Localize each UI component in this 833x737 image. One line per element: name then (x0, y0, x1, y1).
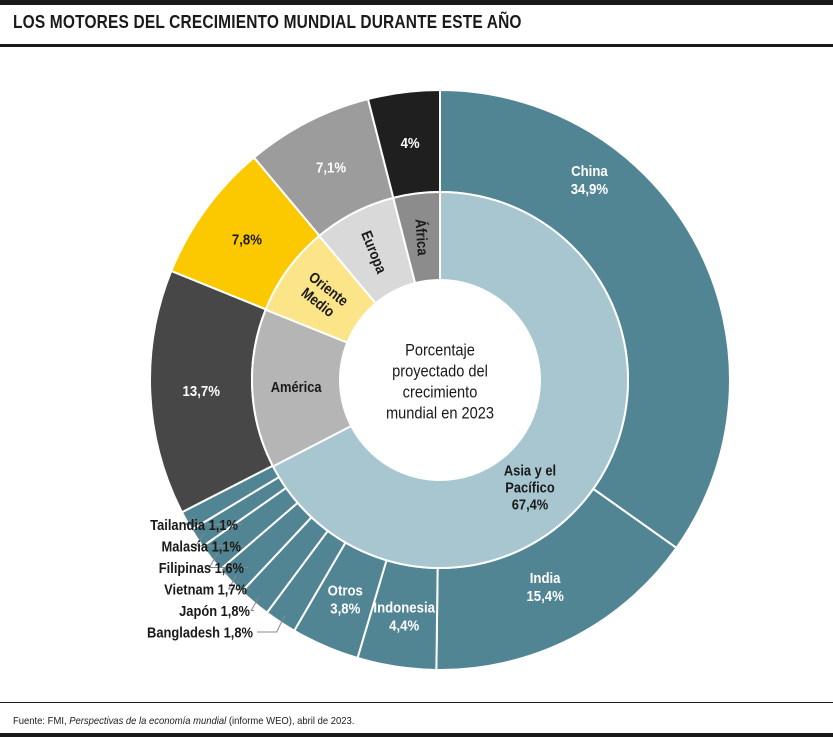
center-label-line-2: proyectado del (392, 362, 488, 380)
outer-label-indonesia-line-1: Indonesia (373, 599, 435, 616)
outer-label-europa-line-1: 7,1% (316, 159, 346, 176)
outer-label-africa: 4% (401, 134, 420, 151)
outer-label-china-line-2: 34,9% (571, 180, 609, 197)
leader-line-tailandia (184, 516, 242, 525)
outer-label-china-line-1: China (571, 162, 608, 179)
outer-label-malasia: Malasia 1,1% (162, 537, 242, 554)
outer-label-filipinas: Filipinas 1,6% (159, 559, 245, 576)
outer-label-africa-line-1: 4% (401, 134, 420, 151)
inner-label-africa-line-1: África (412, 218, 432, 256)
source-publication: Perspectivas de la economía mundial (69, 715, 227, 727)
inner-label-asia-y-el-pacifico-line-3: 67,4% (512, 496, 549, 513)
source-suffix: (informe WEO), abril de 2023. (226, 715, 355, 727)
outer-label-america-line-1: 13,7% (183, 382, 221, 399)
center-label: Porcentaje proyectado del crecimiento mundi… (386, 341, 494, 422)
outer-label-vietnam-line-1: Vietnam 1,7% (164, 580, 247, 597)
donut-chart: Porcentaje proyectado del crecimiento mundi… (147, 88, 731, 671)
outer-label-tailandia-line-1: Tailandia 1,1% (150, 516, 238, 533)
page-title: LOS MOTORES DEL CRECIMIENTO MUNDIAL DURA… (13, 12, 522, 32)
center-label-line-3: crecimiento (403, 383, 478, 401)
bottom-rule (0, 733, 833, 737)
center-label-line-4: mundial en 2023 (386, 404, 494, 422)
inner-label-africa: África (412, 218, 432, 256)
title-rule (0, 44, 833, 47)
inner-label-america: América (271, 378, 322, 395)
inner-label-asia-y-el-pacifico-line-2: Pacífico (505, 479, 554, 496)
outer-label-otros-line-1: Otros (328, 582, 363, 599)
outer-label-america: 13,7% (183, 382, 221, 399)
source-note: Fuente: FMI, Perspectivas de la economía… (13, 715, 354, 727)
outer-label-tailandia: Tailandia 1,1% (150, 516, 238, 533)
outer-label-japon-line-1: Japón 1,8% (179, 602, 250, 619)
leader-line-vietnam (227, 575, 251, 590)
inner-label-asia-y-el-pacifico-line-1: Asia y el (504, 462, 556, 479)
leader-line-filipinas (208, 552, 248, 568)
outer-label-india-line-2: 15,4% (526, 587, 564, 604)
outer-label-europa: 7,1% (316, 159, 346, 176)
leader-line-japon (250, 596, 260, 611)
footer-rule (0, 702, 833, 703)
outer-label-japon: Japón 1,8% (179, 602, 250, 619)
outer-label-malasia-line-1: Malasia 1,1% (162, 537, 242, 554)
outer-label-oriente-medio: 7,8% (232, 231, 262, 248)
top-rule (0, 0, 833, 5)
leader-line-malasia (194, 533, 245, 547)
inner-label-america-line-1: América (271, 378, 322, 395)
outer-label-bangladesh: Bangladesh 1,8% (147, 623, 253, 640)
outer-label-otros-line-2: 3,8% (330, 600, 360, 617)
outer-label-bangladesh-line-1: Bangladesh 1,8% (147, 623, 253, 640)
center-hole (340, 280, 540, 480)
outer-label-indonesia-line-2: 4,4% (389, 617, 419, 634)
outer-label-vietnam: Vietnam 1,7% (164, 580, 247, 597)
outer-label-filipinas-line-1: Filipinas 1,6% (159, 559, 245, 576)
outer-label-oriente-medio-line-1: 7,8% (232, 231, 262, 248)
outer-label-india-line-1: India (530, 569, 561, 586)
source-prefix: Fuente: FMI, (13, 715, 70, 727)
leader-line-bangladesh (257, 615, 286, 633)
center-label-line-1: Porcentaje (405, 341, 475, 359)
